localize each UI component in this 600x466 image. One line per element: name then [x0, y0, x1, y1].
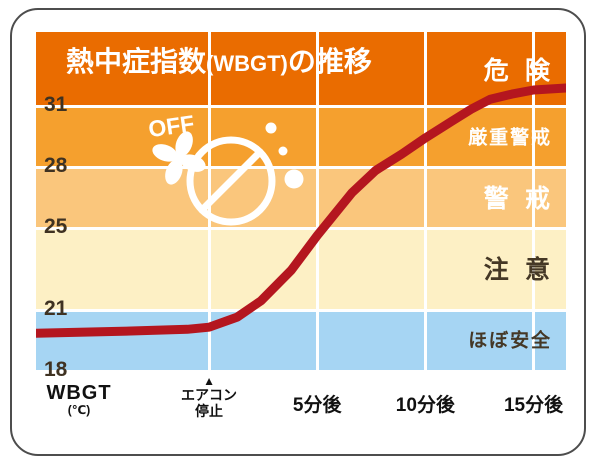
y-tick-28: 28 — [44, 154, 68, 178]
wbgt-trend-line — [36, 83, 566, 338]
y-tick-31: 31 — [44, 93, 68, 117]
zone-label-3: 警戒 — [483, 184, 567, 213]
vertical-gridline — [423, 32, 427, 370]
x-axis: WBGT (℃) ▲ エアコン 停止 5分後 10分後 15分後 — [36, 374, 566, 446]
x-tick-1: 5分後 — [292, 395, 342, 416]
dial-circle-icon — [186, 136, 276, 226]
zone-band-4 — [36, 227, 566, 309]
wbgt-line-chart — [36, 83, 566, 338]
zone-label-5: ほぼ安全 — [468, 330, 552, 352]
zone-bands-layer: 危険厳重警戒警戒注意ほぼ安全 31 28 25 21 18 — [36, 32, 567, 381]
bubble-icon — [278, 146, 288, 156]
fan-off-icon: OFF — [147, 110, 304, 226]
y-axis-name: WBGT — [46, 382, 112, 404]
bubble-icon — [284, 169, 304, 189]
dial-slash-icon — [198, 148, 264, 214]
event-label-line1: エアコン — [181, 387, 238, 403]
y-tick-18: 18 — [44, 358, 68, 381]
y-axis-label: WBGT (℃) — [44, 382, 114, 417]
event-label-line2: 停止 — [195, 403, 224, 419]
zone-label-1: 危険 — [483, 56, 567, 85]
zone-label-4: 注意 — [483, 256, 567, 285]
title-suffix: の推移 — [287, 46, 372, 77]
y-tick-21: 21 — [44, 296, 68, 320]
wbgt-plot-area: 危険厳重警戒警戒注意ほぼ安全 31 28 25 21 18 OFF — [36, 32, 567, 381]
event-triangle-icon: ▲ — [203, 374, 215, 388]
vertical-gridline — [315, 32, 319, 370]
zone-band-1 — [36, 32, 566, 106]
vertical-gridline — [532, 32, 536, 370]
bubble-icon — [265, 122, 277, 134]
y-axis-unit: (℃) — [67, 403, 91, 417]
zone-label-2: 厳重警戒 — [468, 127, 552, 149]
y-tick-25: 25 — [44, 215, 68, 239]
x-tick-3: 15分後 — [503, 395, 564, 416]
zone-band-2 — [36, 105, 566, 167]
x-tick-2: 10分後 — [395, 395, 455, 416]
chart-card: 危険厳重警戒警戒注意ほぼ安全 31 28 25 21 18 OFF 熱中症指数(WBGT)… — [10, 8, 586, 456]
zone-band-5 — [36, 308, 566, 370]
title-unit: (WBGT) — [206, 51, 288, 76]
aircon-stop-marker: ▲ エアコン 停止 — [181, 374, 238, 419]
chart-title: 熱中症指数(WBGT)の推移 — [66, 40, 372, 80]
title-main: 熱中症指数 — [66, 46, 207, 77]
